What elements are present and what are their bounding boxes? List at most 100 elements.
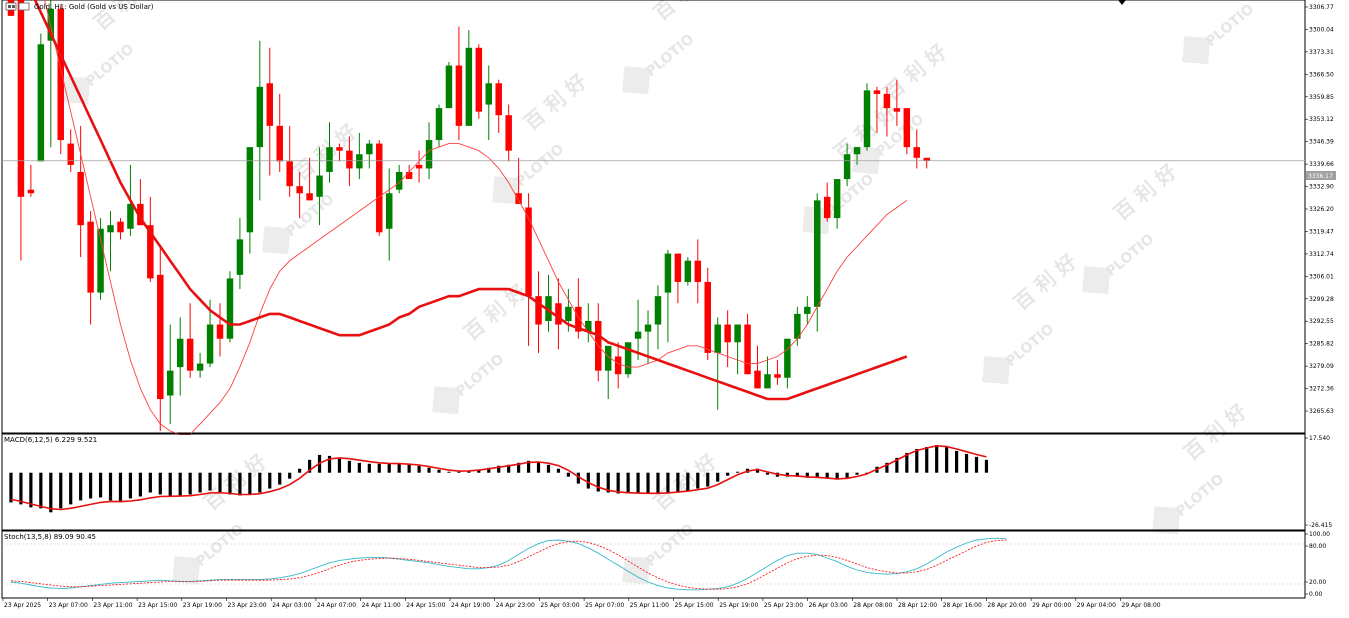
candle-body (326, 147, 333, 172)
candle (57, 5, 64, 155)
time-tick-label: 23 Apr 11:00 (93, 602, 132, 609)
scroll-arrow-icon[interactable] (1118, 0, 1126, 5)
candle-body (127, 203, 134, 229)
stoch-main-line (10, 537, 1007, 591)
price-tick-label: 3312.74 (1309, 251, 1334, 258)
candle-body (863, 90, 871, 148)
window-icon-2[interactable] (18, 2, 30, 11)
candle (246, 147, 254, 254)
macd-bar (686, 472, 690, 491)
candle-body (226, 278, 234, 339)
watermark-logo-icon (982, 356, 1011, 385)
candle (67, 129, 74, 172)
window-icon-inner-2 (12, 5, 15, 8)
macd-bar (218, 472, 222, 493)
candle-body (853, 147, 861, 155)
candle-body (734, 324, 741, 343)
candle (475, 44, 483, 119)
current-price-box (1306, 171, 1336, 180)
candle-body (784, 338, 791, 378)
watermark-brand: PLOTIO (1203, 1, 1257, 50)
macd-panel: MACD(6,12,5) 6.229 9.521 17.540 -26.415 (1, 433, 1332, 531)
candle-body (97, 228, 104, 293)
macd-bar (566, 472, 570, 477)
macd-bar (59, 472, 63, 509)
stoch-tick-label: 80.00 (1309, 543, 1326, 550)
candle (515, 157, 522, 204)
candle-body (67, 143, 74, 165)
macd-bar (646, 472, 650, 494)
macd-bar (497, 465, 501, 473)
watermark-cn: 百 利 好 (519, 69, 591, 135)
candlestick-series (7, 0, 930, 431)
watermark-logo-icon (492, 176, 521, 205)
candle (326, 122, 333, 183)
candle (465, 30, 473, 126)
time-tick-label: 24 Apr 07:00 (317, 602, 356, 609)
candle (654, 285, 662, 350)
macd-bar (636, 472, 640, 494)
macd-bar (79, 472, 83, 501)
candle (704, 267, 711, 361)
candle (585, 303, 592, 343)
candle (853, 147, 861, 165)
watermark-brand: PLOTIO (513, 141, 567, 190)
candle-body (714, 324, 721, 353)
candle-body (704, 281, 711, 353)
watermark-logo-icon (262, 226, 291, 255)
macd-tick-label: 17.540 (1309, 435, 1330, 442)
macd-bar (118, 472, 123, 503)
macd-bar (477, 469, 481, 473)
time-tick-label: 25 Apr 19:00 (719, 602, 758, 609)
candle (87, 211, 94, 325)
candle-body (764, 374, 771, 389)
candle-body (286, 161, 293, 187)
macd-bar (616, 472, 620, 494)
watermark-cn: 百 利 好 (1109, 159, 1181, 225)
current-price-tag: 3336.17 (1306, 171, 1336, 180)
macd-bar (765, 472, 770, 475)
price-axis: 3306.77 3300.04 3373.31 3366.50 3359.85 3353.… (1305, 4, 1334, 415)
candle-body (545, 296, 552, 321)
candle-body (883, 93, 891, 109)
candle (296, 171, 303, 219)
candle (147, 196, 154, 282)
candle (316, 147, 323, 226)
time-tick-label: 28 Apr 08:00 (853, 602, 892, 609)
price-tick-label: 3279.09 (1309, 363, 1334, 370)
candle-body (525, 207, 532, 297)
price-tick-label: 3285.82 (1309, 341, 1334, 348)
candle (346, 136, 353, 187)
price-tick-label: 3306.77 (1309, 4, 1334, 11)
price-tick-label: 3299.28 (1309, 296, 1334, 303)
time-tick-label: 24 Apr 19:00 (451, 602, 490, 609)
time-tick-label: 23 Apr 15:00 (138, 602, 177, 609)
macd-bar (755, 468, 760, 473)
macd-bar (984, 459, 989, 473)
candle (117, 218, 124, 240)
macd-bar (855, 472, 859, 475)
candle (734, 324, 741, 375)
macd-bar (457, 471, 461, 473)
candle (186, 303, 194, 378)
candle (47, 0, 55, 148)
macd-bar (387, 463, 391, 473)
time-tick-label: 25 Apr 23:00 (764, 602, 803, 609)
candle-body (505, 115, 512, 151)
candle-body (186, 338, 194, 371)
candle (684, 257, 692, 286)
watermark-layer: PLOTIO 百 利 好 PLOTIO 百 利 好 PLOTIO 百 利 好 PLOTIO 百… (62, 0, 1257, 585)
macd-bar (148, 472, 152, 493)
candle (435, 104, 443, 148)
candle-body (435, 108, 443, 141)
stoch-tick-label: 0.00 (1309, 591, 1323, 598)
macd-title: MACD(6,12,5) 6.229 9.521 (4, 436, 97, 444)
candle (823, 182, 831, 222)
candle (545, 274, 552, 332)
stoch-title: Stoch(13,5,8) 89.09 90.45 (4, 533, 96, 541)
watermark-brand: PLOTIO (1003, 321, 1057, 370)
macd-bar (556, 468, 561, 473)
watermark-logo-icon (432, 386, 461, 415)
